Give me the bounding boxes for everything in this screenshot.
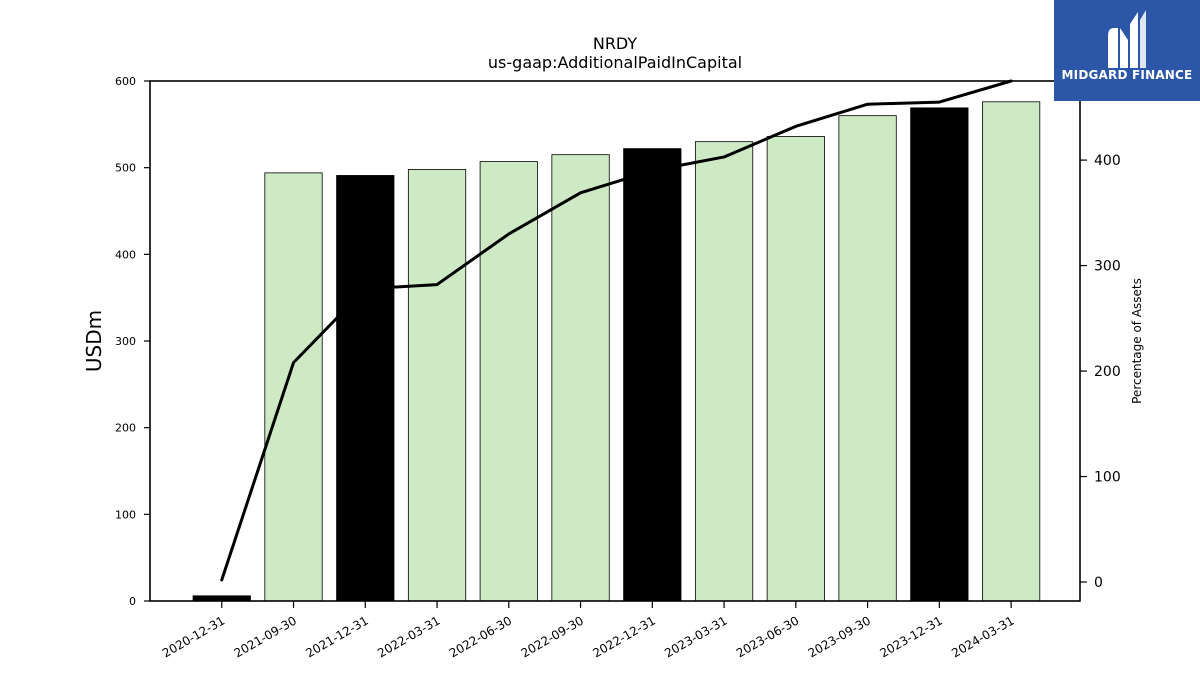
logo-mark-icon — [1108, 10, 1146, 68]
left-tick-label: 300 — [115, 335, 136, 348]
right-tick-label: 300 — [1094, 259, 1121, 275]
left-tick-label: 200 — [115, 422, 136, 435]
x-tick-label: 2022-03-31 — [375, 613, 442, 660]
right-axis: 0 100 200 300 400 — [1080, 153, 1121, 591]
right-tick-label: 100 — [1094, 470, 1121, 486]
bar-2021-09-30 — [264, 172, 323, 602]
left-tick-label: 600 — [115, 75, 136, 88]
bar-2024-03-31 — [982, 101, 1041, 602]
bar-2023-12-31 — [910, 107, 969, 602]
left-tick-label: 400 — [115, 248, 136, 261]
left-axis-label: USDm — [82, 310, 106, 372]
bar-2021-12-31 — [336, 175, 395, 602]
bar-2023-09-30 — [838, 115, 897, 602]
bars — [192, 101, 1041, 602]
x-tick-label: 2022-12-31 — [590, 613, 657, 660]
chart-title: NRDY — [593, 34, 638, 53]
midgard-finance-logo: MIDGARD FINANCE — [1054, 0, 1200, 101]
x-tick-label: 2023-03-31 — [662, 613, 729, 660]
left-axis: 0 100 200 300 400 500 600 — [115, 75, 150, 608]
percentage-line-series — [220, 79, 1013, 582]
chart-subtitle: us-gaap:AdditionalPaidInCapital — [488, 53, 742, 72]
x-tick-label: 2021-12-31 — [303, 613, 370, 660]
x-tick-label: 2021-09-30 — [232, 613, 299, 660]
left-tick-label: 0 — [129, 595, 136, 608]
x-tick-label: 2023-12-31 — [877, 613, 944, 660]
bar-2022-03-31 — [407, 168, 467, 602]
x-tick-label: 2023-09-30 — [806, 613, 873, 660]
x-tick-label: 2022-09-30 — [519, 613, 586, 660]
right-axis-label: Percentage of Assets — [1130, 278, 1144, 404]
right-tick-label: 400 — [1094, 153, 1121, 169]
x-axis: 2020-12-31 2021-09-30 2021-12-31 2022-03-31… — [160, 601, 1017, 660]
x-tick-label: 2024-03-31 — [949, 613, 1016, 660]
bar-2022-06-30 — [479, 161, 538, 602]
x-tick-label: 2020-12-31 — [160, 613, 227, 660]
bar-2022-09-30 — [551, 154, 610, 602]
left-tick-label: 500 — [115, 162, 136, 175]
x-tick-label: 2023-06-30 — [734, 613, 801, 660]
right-tick-label: 200 — [1094, 364, 1121, 380]
right-tick-label: 0 — [1094, 575, 1103, 591]
percentage-line — [220, 79, 1013, 582]
bar-2022-12-31 — [623, 148, 682, 602]
bar-2023-03-31 — [694, 141, 754, 602]
x-tick-label: 2022-06-30 — [447, 613, 514, 660]
bar-2023-06-30 — [766, 136, 825, 602]
left-tick-label: 100 — [115, 508, 136, 521]
logo-text: MIDGARD FINANCE — [1061, 68, 1193, 82]
